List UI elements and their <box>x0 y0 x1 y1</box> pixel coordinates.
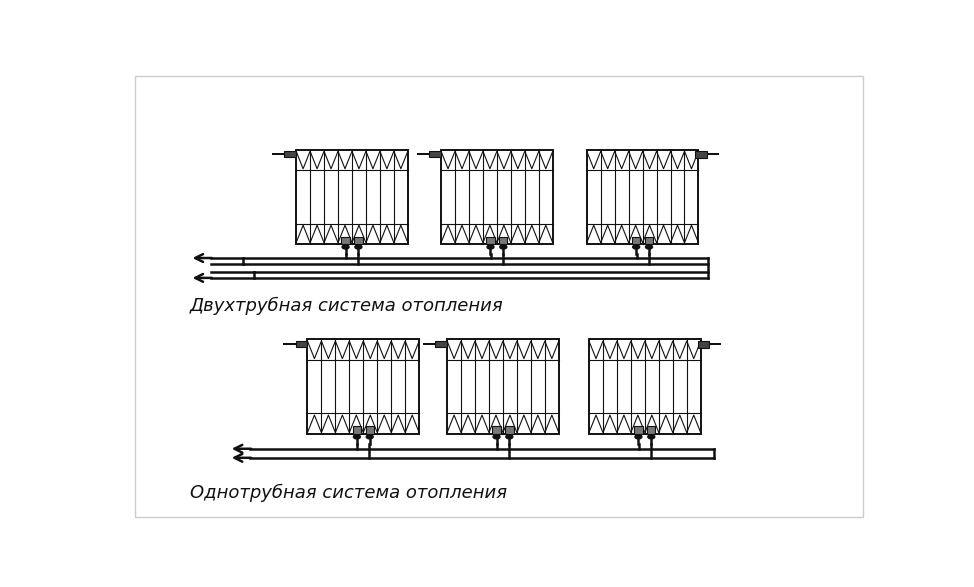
Bar <box>353 426 361 434</box>
Circle shape <box>648 435 655 439</box>
Circle shape <box>500 245 506 249</box>
Bar <box>500 237 507 244</box>
Circle shape <box>633 245 640 249</box>
Bar <box>486 237 495 244</box>
Circle shape <box>342 245 349 249</box>
Circle shape <box>355 245 362 249</box>
Bar <box>589 339 700 434</box>
Circle shape <box>493 435 500 439</box>
Bar <box>647 426 656 434</box>
Bar <box>632 237 640 244</box>
Bar <box>695 151 707 158</box>
Bar <box>697 340 709 348</box>
Circle shape <box>646 245 653 249</box>
Circle shape <box>487 245 494 249</box>
Bar <box>365 426 374 434</box>
Bar <box>586 150 698 244</box>
Bar <box>634 426 643 434</box>
Circle shape <box>635 435 642 439</box>
Bar <box>441 150 553 244</box>
Circle shape <box>506 435 513 439</box>
Bar <box>435 340 447 348</box>
Circle shape <box>354 435 360 439</box>
Circle shape <box>366 435 373 439</box>
Text: Двухтрубная система отопления: Двухтрубная система отопления <box>190 296 504 315</box>
Bar <box>493 426 501 434</box>
Bar <box>430 151 440 157</box>
Bar <box>355 237 362 244</box>
Bar <box>447 339 559 434</box>
Bar <box>506 426 513 434</box>
Bar <box>296 150 408 244</box>
Bar <box>645 237 654 244</box>
Text: Однотрубная система отопления: Однотрубная система отопления <box>190 484 506 502</box>
Bar <box>296 340 307 348</box>
Bar <box>308 339 419 434</box>
Bar <box>342 237 350 244</box>
Bar <box>284 151 296 157</box>
